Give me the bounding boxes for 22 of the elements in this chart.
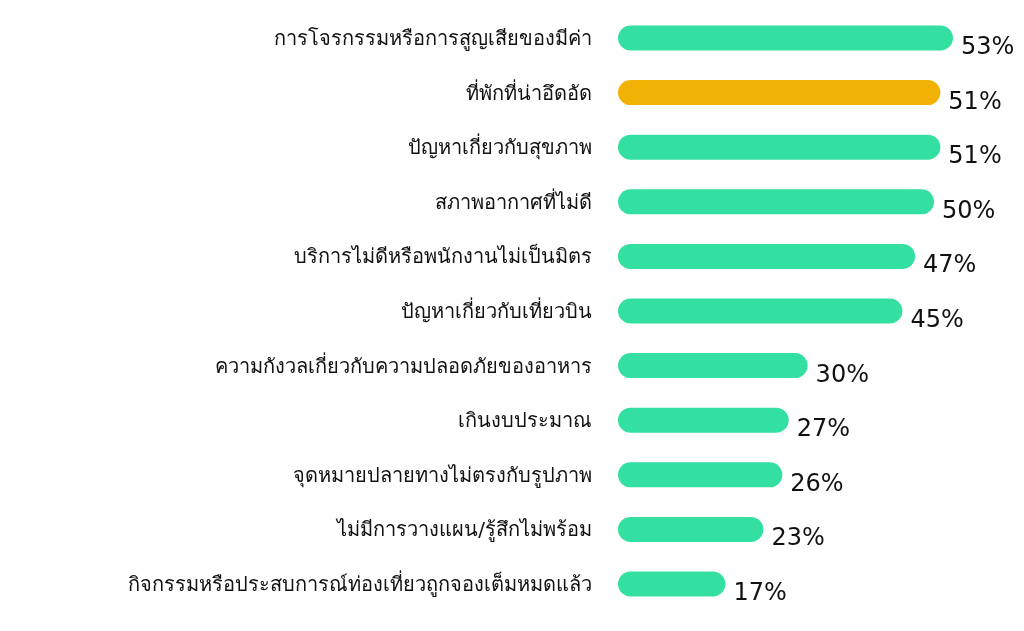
value-label: 23%: [771, 523, 825, 552]
value-label: 51%: [948, 141, 1002, 170]
category-label: กิจกรรมหรือประสบการณ์ท่องเที่ยวถูกจองเต็มหมดแล้ว: [128, 572, 592, 596]
category-label: บริการไม่ดีหรือพนักงานไม่เป็นมิตร: [294, 244, 592, 269]
category-label: ปัญหาเกี่ยวกับเที่ยวบิน: [401, 299, 592, 323]
value-label: 50%: [942, 195, 996, 224]
category-label: ไม่มีการวางแผน/รู้สึกไม่พร้อม: [337, 517, 592, 542]
value-label: 17%: [733, 578, 787, 606]
value-label: 26%: [790, 468, 844, 497]
category-label: ความกังวลเกี่ยวกับความปลอดภัยของอาหาร: [215, 353, 592, 378]
value-label: 30%: [815, 359, 869, 388]
value-label: 51%: [948, 86, 1002, 115]
value-label: 47%: [923, 250, 977, 279]
category-label: เกินงบประมาณ: [458, 408, 592, 433]
value-label: 53%: [961, 32, 1015, 60]
category-label: สภาพอากาศที่ไม่ดี: [435, 189, 592, 214]
category-label: การโจรกรรมหรือการสูญเสียของมีค่า: [274, 26, 592, 50]
category-label: ปัญหาเกี่ยวกับสุขภาพ: [408, 135, 592, 160]
value-label: 45%: [910, 305, 964, 333]
value-label: 27%: [796, 414, 850, 443]
category-label: จุดหมายปลายทางไม่ตรงกับรูปภาพ: [293, 462, 592, 487]
category-label: ที่พักที่น่าอึดอัด: [466, 80, 592, 105]
